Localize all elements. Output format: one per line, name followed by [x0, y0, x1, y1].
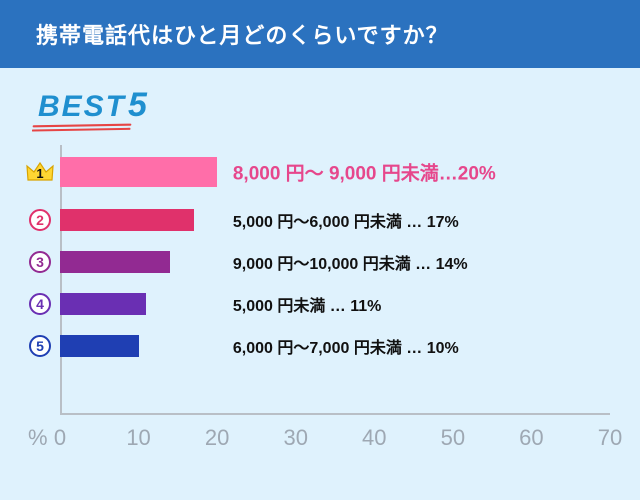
rank-cell: 4 [20, 293, 60, 315]
bar-row-5: 5 6,000 円～7,000 円未満 … 10% [20, 325, 610, 367]
bar-rows: 1 8,000 円～ 9,000 円未満…20% 2 5,000 円～6,000 円未… [20, 145, 610, 367]
best5-underline-icon [32, 123, 132, 133]
rank-cell: 5 [20, 335, 60, 357]
bar-label: 5,000 円未満 … 11% [233, 292, 382, 316]
bar-zone: 5,000 円未満 … 11% [60, 283, 610, 325]
bar-label: 5,000 円～6,000 円未満 … 17% [233, 208, 459, 232]
bar-row-1: 1 8,000 円～ 9,000 円未満…20% [20, 145, 610, 199]
rank-cell: 2 [20, 209, 60, 231]
axis-unit: % [28, 425, 48, 451]
x-tick: 50 [441, 425, 465, 451]
bar-zone: 6,000 円～7,000 円未満 … 10% [60, 325, 610, 367]
bar [60, 251, 170, 273]
rank-badge: 2 [29, 209, 51, 231]
x-tick: 70 [598, 425, 622, 451]
x-tick: 10 [126, 425, 150, 451]
rank-cell: 1 [20, 160, 60, 184]
bar-row-3: 3 9,000 円～10,000 円未満 … 14% [20, 241, 610, 283]
bar-label: 6,000 円～7,000 円未満 … 10% [233, 334, 459, 358]
bar [60, 157, 217, 187]
rank-number: 1 [25, 166, 55, 181]
header-bar: 携帯電話代はひと月どのくらいですか？ [0, 0, 640, 68]
best5-text: BEST5 [36, 86, 155, 127]
bar-zone: 9,000 円～10,000 円未満 … 14% [60, 241, 610, 283]
rank-badge: 3 [29, 251, 51, 273]
x-tick: 30 [283, 425, 307, 451]
best5-number: 5 [128, 86, 149, 124]
bar-zone: 8,000 円～ 9,000 円未満…20% [60, 145, 610, 199]
header-title: 携帯電話代はひと月どのくらいですか？ [36, 23, 449, 48]
x-tick: 0 [54, 425, 66, 451]
bar-label: 8,000 円～ 9,000 円未満…20% [233, 159, 496, 186]
bar [60, 335, 139, 357]
rank-badge: 5 [29, 335, 51, 357]
bar [60, 293, 146, 315]
x-axis: % 010203040506070 [60, 415, 610, 457]
best5-heading: BEST5 [0, 68, 640, 137]
bar-row-4: 4 5,000 円未満 … 11% [20, 283, 610, 325]
bar-chart: 1 8,000 円～ 9,000 円未満…20% 2 5,000 円～6,000 円未… [20, 145, 620, 457]
x-tick: 20 [205, 425, 229, 451]
bar-row-2: 2 5,000 円～6,000 円未満 … 17% [20, 199, 610, 241]
bar [60, 209, 194, 231]
crown-icon: 1 [25, 160, 55, 184]
best5-best: BEST [38, 90, 126, 123]
bar-label: 9,000 円～10,000 円未満 … 14% [233, 250, 468, 274]
bar-zone: 5,000 円～6,000 円未満 … 17% [60, 199, 610, 241]
rank-badge: 4 [29, 293, 51, 315]
x-tick: 40 [362, 425, 386, 451]
x-tick: 60 [519, 425, 543, 451]
rank-cell: 3 [20, 251, 60, 273]
